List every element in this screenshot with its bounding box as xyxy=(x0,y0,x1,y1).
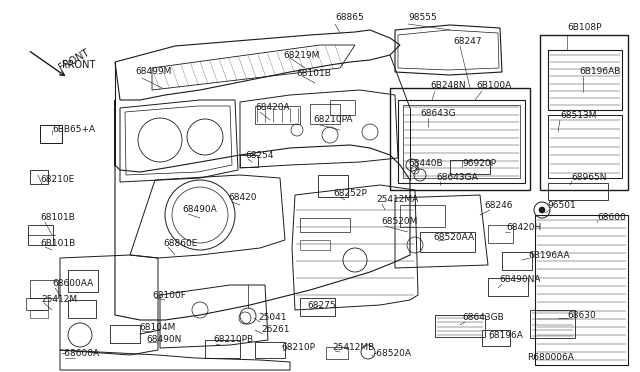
Text: 6B108P: 6B108P xyxy=(567,23,602,32)
Bar xyxy=(255,106,300,124)
Bar xyxy=(68,300,96,318)
Text: 68965N: 68965N xyxy=(571,173,607,182)
Text: 98555: 98555 xyxy=(408,13,436,22)
Bar xyxy=(420,232,475,252)
Text: 68104M: 68104M xyxy=(139,324,175,333)
Bar xyxy=(300,218,350,232)
Bar xyxy=(40,125,62,143)
Bar xyxy=(240,155,258,167)
Text: 68490NA: 68490NA xyxy=(499,276,541,285)
Bar xyxy=(450,160,490,174)
Text: 68210PA: 68210PA xyxy=(313,115,353,125)
Bar xyxy=(30,280,58,298)
Text: 68520M: 68520M xyxy=(381,218,417,227)
Bar xyxy=(400,205,445,227)
Text: 6B101B: 6B101B xyxy=(40,238,76,247)
Text: 68219M: 68219M xyxy=(283,51,319,60)
Text: 26261: 26261 xyxy=(261,326,289,334)
Text: 68865: 68865 xyxy=(335,13,364,22)
Text: 68630: 68630 xyxy=(567,311,596,320)
Text: 25412M: 25412M xyxy=(41,295,77,305)
Bar xyxy=(435,315,485,337)
Bar xyxy=(300,298,335,316)
Text: 68600: 68600 xyxy=(597,214,626,222)
Bar xyxy=(205,340,240,358)
Text: 68210P: 68210P xyxy=(281,343,315,353)
Text: 68490N: 68490N xyxy=(146,336,181,344)
Bar xyxy=(28,225,53,245)
Bar xyxy=(502,252,532,270)
Text: 68247: 68247 xyxy=(453,38,481,46)
Bar xyxy=(326,347,348,359)
Bar xyxy=(482,330,510,346)
Text: 68860E: 68860E xyxy=(163,238,197,247)
Text: 68513M: 68513M xyxy=(560,110,596,119)
Text: 68275: 68275 xyxy=(307,301,335,311)
Bar xyxy=(110,325,140,343)
Text: FRONT: FRONT xyxy=(58,47,92,72)
Text: 68600AA: 68600AA xyxy=(52,279,93,289)
Bar xyxy=(488,225,513,243)
Text: 68440B: 68440B xyxy=(408,158,443,167)
Text: 68246: 68246 xyxy=(484,201,513,209)
Text: 68196A: 68196A xyxy=(488,331,523,340)
Bar xyxy=(318,175,348,197)
Bar xyxy=(255,342,285,358)
Text: 68643GB: 68643GB xyxy=(462,314,504,323)
Text: 68420H: 68420H xyxy=(506,224,541,232)
Text: 68254: 68254 xyxy=(245,151,273,160)
Text: 68101B: 68101B xyxy=(40,214,75,222)
Text: FRONT: FRONT xyxy=(62,60,95,70)
Bar xyxy=(30,310,48,318)
Text: 6B196AA: 6B196AA xyxy=(528,250,570,260)
Bar xyxy=(310,104,340,124)
Text: 25041: 25041 xyxy=(258,314,287,323)
Text: 68643GA: 68643GA xyxy=(436,173,477,182)
Text: 6B196AB: 6B196AB xyxy=(579,67,620,77)
Text: -68520A: -68520A xyxy=(374,350,412,359)
Text: 25412MB: 25412MB xyxy=(332,343,374,353)
Bar xyxy=(488,278,528,296)
Text: 96920P: 96920P xyxy=(462,158,496,167)
Text: -68600A: -68600A xyxy=(62,350,100,359)
Text: 68643G: 68643G xyxy=(420,109,456,118)
Bar xyxy=(330,100,355,115)
Text: 68210PB: 68210PB xyxy=(213,336,253,344)
Text: 68100F: 68100F xyxy=(152,291,186,299)
Text: 6BB65+A: 6BB65+A xyxy=(52,125,95,135)
Text: 96501: 96501 xyxy=(547,201,576,209)
Circle shape xyxy=(539,207,545,213)
Bar xyxy=(300,240,330,250)
Text: 68210E: 68210E xyxy=(40,176,74,185)
Bar xyxy=(68,270,98,292)
Bar xyxy=(26,298,48,310)
Text: 68252P: 68252P xyxy=(333,189,367,198)
Text: 68420A: 68420A xyxy=(255,103,290,112)
Text: 25412MA: 25412MA xyxy=(376,196,419,205)
Bar xyxy=(30,170,48,184)
Text: 68420: 68420 xyxy=(228,193,257,202)
Text: 68101B: 68101B xyxy=(296,68,331,77)
Bar xyxy=(530,310,575,338)
Text: 68520AA: 68520AA xyxy=(433,232,474,241)
Text: R680006A: R680006A xyxy=(527,353,574,362)
Text: 6B100A: 6B100A xyxy=(476,80,511,90)
Text: 6B248N: 6B248N xyxy=(430,80,466,90)
Text: 68490A: 68490A xyxy=(182,205,217,215)
Text: 68499M: 68499M xyxy=(135,67,172,77)
